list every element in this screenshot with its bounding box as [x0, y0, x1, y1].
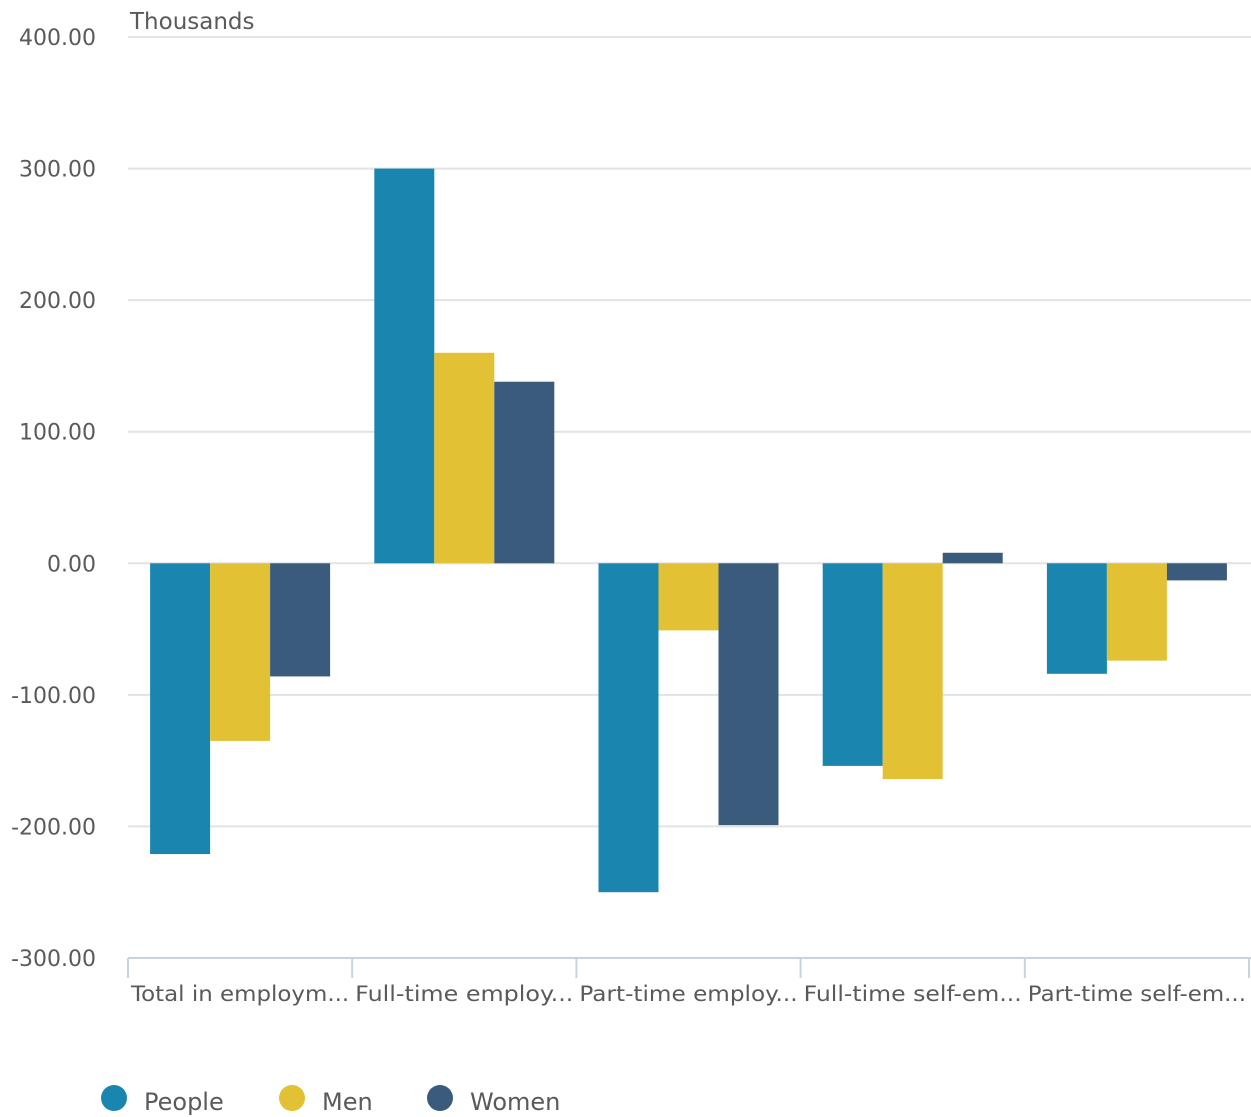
category-label: Part-time employ...: [579, 982, 797, 1007]
category-label: Full-time self-em...: [804, 982, 1022, 1007]
bar-women-1[interactable]: [270, 563, 331, 677]
y-tick-label: -100.00: [11, 684, 96, 709]
bar-people-4[interactable]: [822, 563, 883, 766]
legend-label: Women: [470, 1088, 560, 1116]
legend-item-people[interactable]: People: [101, 1085, 224, 1116]
category-label: Part-time self-em...: [1028, 982, 1246, 1007]
y-tick-label: 300.00: [19, 158, 96, 183]
legend-label: Men: [322, 1088, 373, 1116]
gridlines: [128, 36, 1251, 828]
bar-men-1[interactable]: [210, 563, 271, 741]
bar-men-3[interactable]: [658, 563, 719, 631]
legend-item-women[interactable]: Women: [427, 1085, 560, 1116]
y-tick-label: 0.00: [47, 552, 96, 577]
category-label: Total in employm...: [130, 982, 349, 1007]
legend-item-men[interactable]: Men: [279, 1085, 373, 1116]
bar-men-2[interactable]: [434, 352, 495, 564]
bar-women-3[interactable]: [718, 563, 779, 826]
y-tick-label: -200.00: [11, 815, 96, 840]
bar-women-4[interactable]: [942, 552, 1003, 564]
y-axis-tick-labels: 400.00 300.00 200.00 100.00 0.00 -100.00 -200.…: [11, 26, 96, 972]
bar-people-5[interactable]: [1046, 563, 1107, 674]
legend[interactable]: People Men Women: [101, 1085, 560, 1116]
y-axis-unit-label: Thousands: [129, 9, 255, 35]
bars: [150, 168, 1227, 893]
x-axis: [127, 957, 1251, 978]
bar-people-2[interactable]: [374, 168, 435, 564]
category-label: Full-time employ...: [355, 982, 573, 1007]
legend-swatch: [279, 1085, 305, 1111]
bar-people-3[interactable]: [598, 563, 659, 893]
y-tick-label: 400.00: [19, 26, 96, 51]
y-tick-label: -300.00: [11, 947, 96, 972]
y-tick-label: 100.00: [19, 421, 96, 446]
legend-swatch: [101, 1085, 127, 1111]
bar-women-5[interactable]: [1166, 563, 1227, 581]
legend-swatch: [427, 1085, 453, 1111]
y-tick-label: 200.00: [19, 289, 96, 314]
bar-people-1[interactable]: [150, 563, 211, 855]
category-labels: Total in employm... Full-time employ... Pa…: [130, 982, 1246, 1007]
bar-men-4[interactable]: [882, 563, 943, 780]
bar-men-5[interactable]: [1106, 563, 1167, 661]
bar-women-2[interactable]: [494, 381, 555, 564]
legend-label: People: [144, 1088, 224, 1116]
